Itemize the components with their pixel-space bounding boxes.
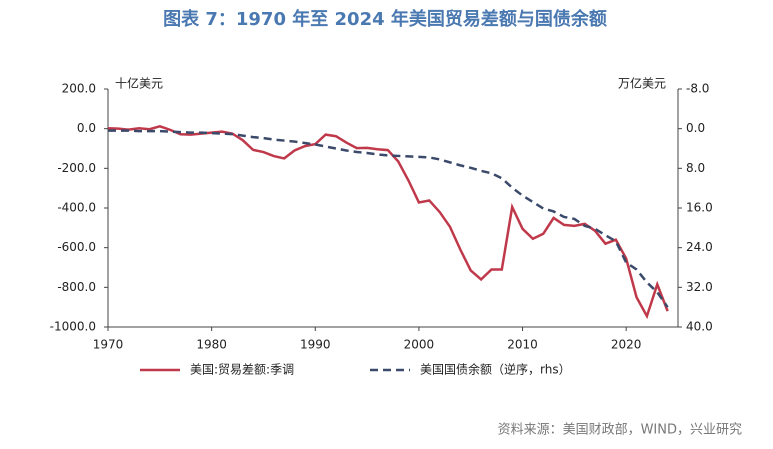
y2-axis-label: 万亿美元: [618, 76, 666, 91]
y-tick-label: -200.0: [57, 161, 96, 175]
x-tick-label: 2000: [404, 338, 435, 352]
chart-title: 图表 7：1970 年至 2024 年美国贸易差额与国债余额: [163, 8, 607, 30]
y-tick-label: -600.0: [57, 240, 96, 254]
x-tick-label: 2010: [507, 338, 538, 352]
y-tick-label: 200.0: [62, 82, 96, 96]
y2-tick-label: 24.0: [686, 240, 713, 254]
y-tick-label: 0.0: [77, 121, 96, 135]
legend-label: 美国国债余额（逆序，rhs）: [420, 362, 571, 377]
x-tick-label: 1980: [196, 338, 227, 352]
x-tick-label: 1990: [300, 338, 331, 352]
legend-label: 美国:贸易差额:季调: [190, 363, 294, 377]
x-tick-label: 1970: [93, 338, 124, 352]
y-tick-label: -400.0: [57, 201, 96, 215]
y-tick-label: -1000.0: [50, 320, 96, 334]
y2-tick-label: 8.0: [686, 161, 705, 175]
y2-tick-label: 0.0: [686, 121, 705, 135]
y2-tick-label: 40.0: [686, 320, 713, 334]
series-line: [107, 124, 669, 320]
y-tick-label: -800.0: [57, 280, 96, 294]
y2-tick-label: 32.0: [686, 280, 713, 294]
y2-tick-label: 16.0: [686, 201, 713, 215]
source-note: 资料来源：美国财政部，WIND，兴业研究: [498, 423, 742, 438]
y-axis-label: 十亿美元: [115, 76, 163, 91]
y2-tick-label: -8.0: [686, 82, 709, 96]
series-line: [108, 129, 669, 308]
x-tick-label: 2020: [611, 338, 642, 352]
